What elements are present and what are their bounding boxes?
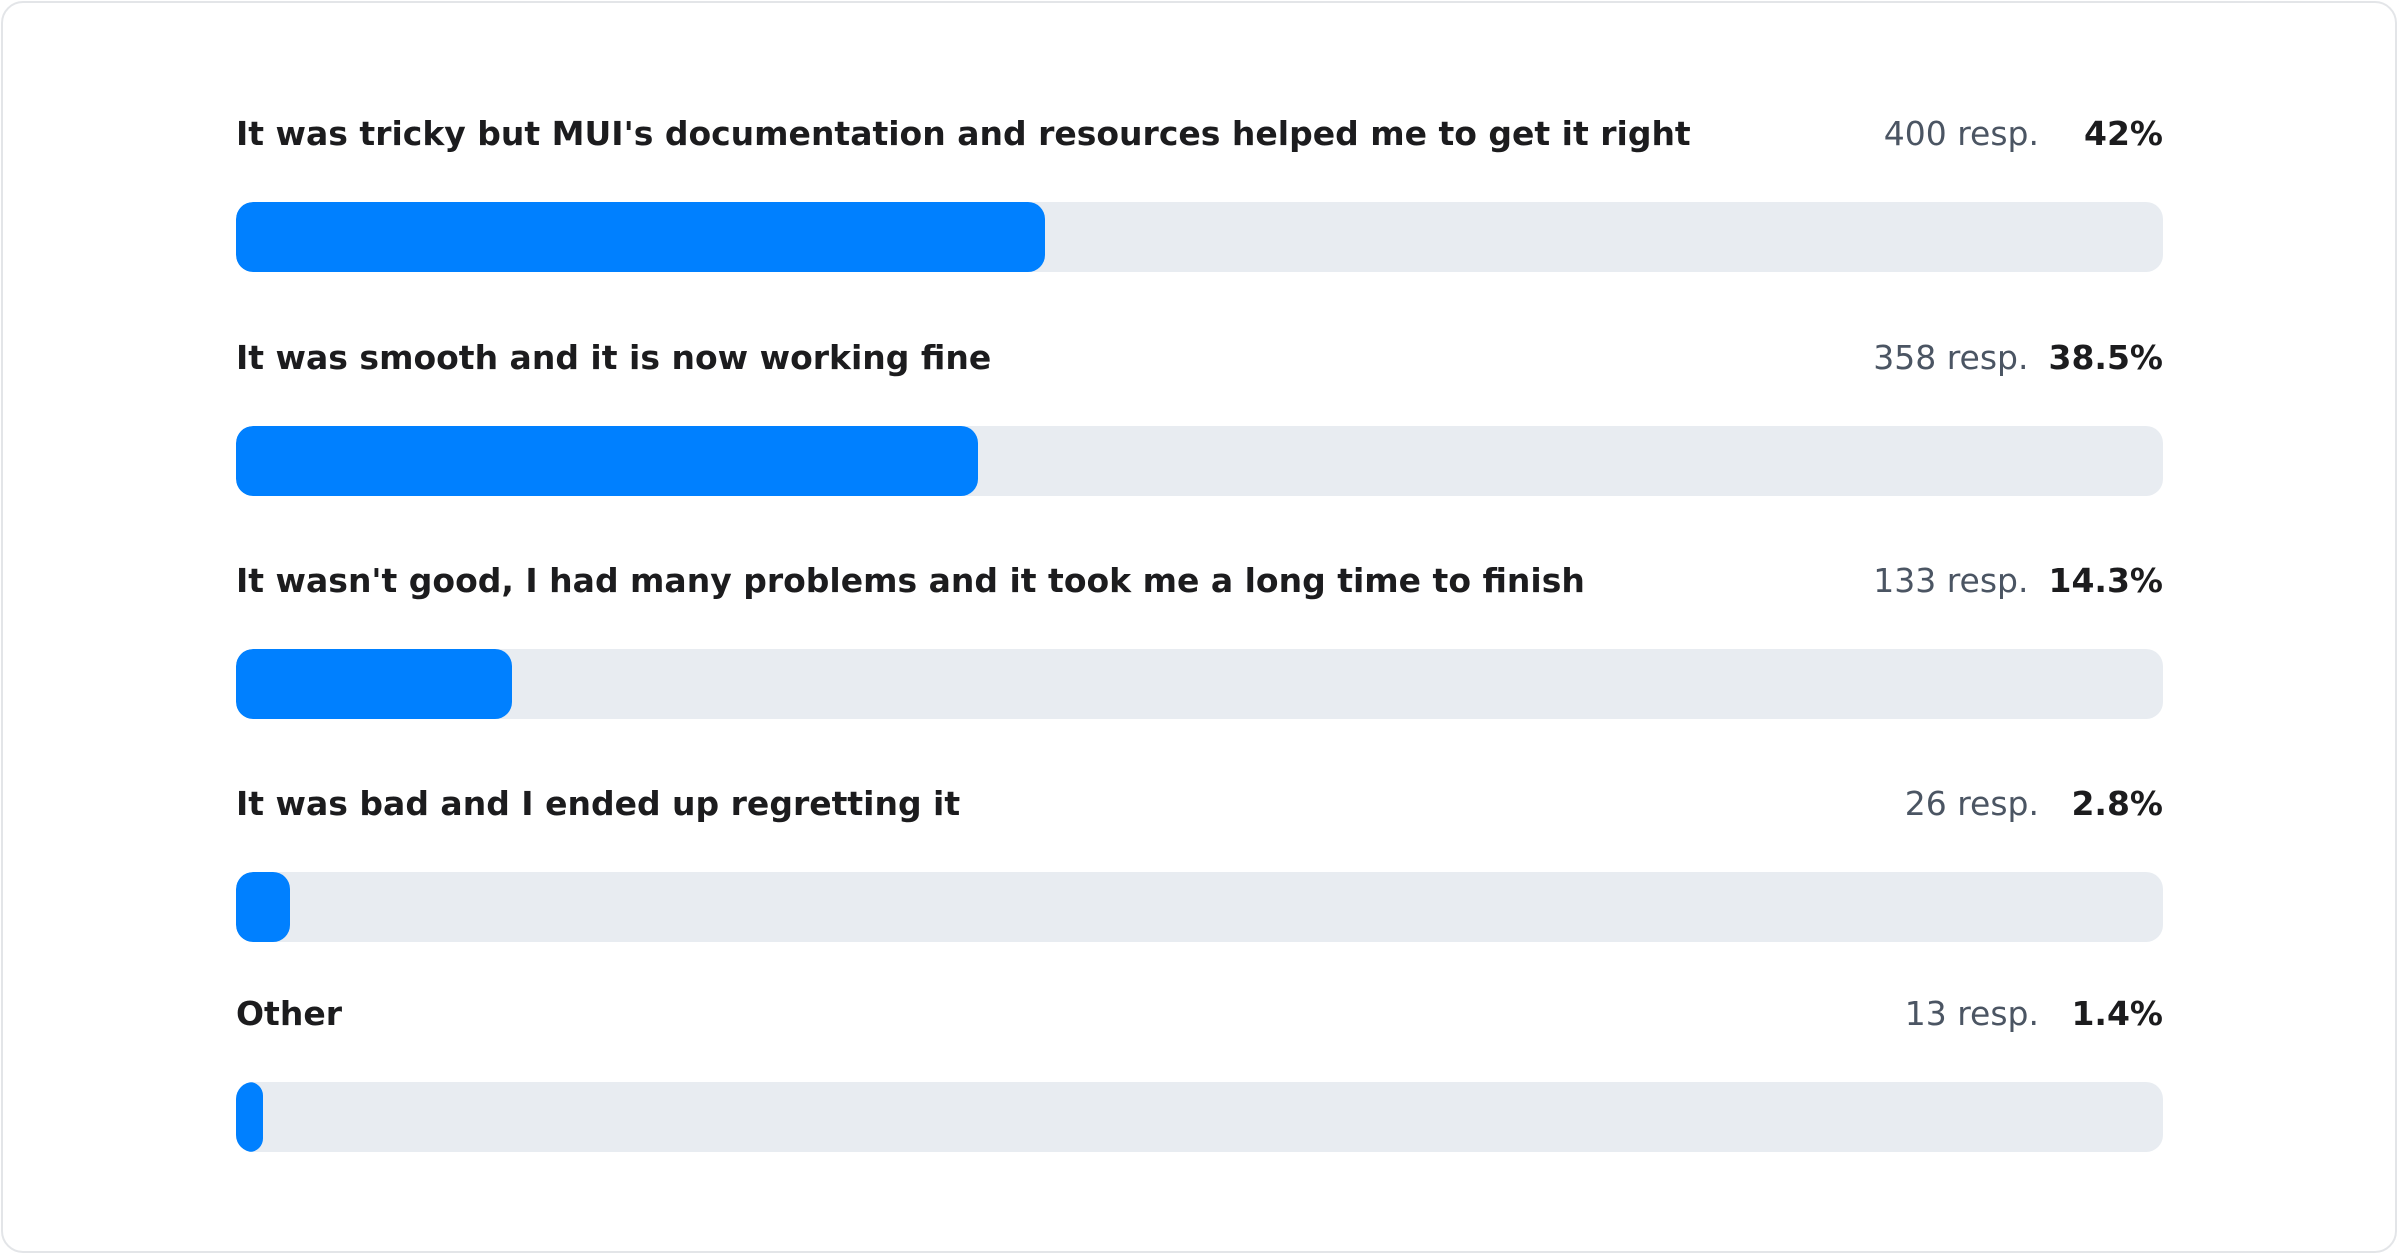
response-count: 133 resp. bbox=[1873, 560, 2029, 600]
progress-track bbox=[236, 1082, 2163, 1152]
result-row: It was smooth and it is now working fine… bbox=[236, 332, 2163, 496]
row-header: Other 13 resp. 1.4% bbox=[236, 988, 2163, 1038]
progress-track bbox=[236, 202, 2163, 272]
progress-track bbox=[236, 649, 2163, 719]
response-count: 400 resp. bbox=[1883, 113, 2039, 153]
response-count: 13 resp. bbox=[1904, 993, 2039, 1033]
row-header: It was tricky but MUI's documentation an… bbox=[236, 108, 2163, 158]
percentage: 38.5% bbox=[2048, 337, 2164, 377]
row-header: It wasn't good, I had many problems and … bbox=[236, 555, 2163, 605]
progress-bar bbox=[236, 426, 978, 496]
option-label: It was tricky but MUI's documentation an… bbox=[236, 113, 1691, 153]
percentage: 42% bbox=[2084, 113, 2163, 153]
progress-track bbox=[236, 872, 2163, 942]
progress-bar bbox=[236, 1082, 263, 1152]
row-header: It was smooth and it is now working fine… bbox=[236, 332, 2163, 382]
option-label: It was smooth and it is now working fine bbox=[236, 337, 992, 377]
progress-track bbox=[236, 426, 2163, 496]
response-count: 358 resp. bbox=[1873, 337, 2029, 377]
option-label: It wasn't good, I had many problems and … bbox=[236, 560, 1585, 600]
result-row: It was bad and I ended up regretting it … bbox=[236, 778, 2163, 942]
progress-bar bbox=[236, 202, 1046, 272]
progress-bar bbox=[236, 649, 512, 719]
percentage: 2.8% bbox=[2071, 783, 2163, 823]
option-label: Other bbox=[236, 993, 342, 1033]
option-label: It was bad and I ended up regretting it bbox=[236, 783, 961, 823]
percentage: 14.3% bbox=[2048, 560, 2164, 600]
result-row: It wasn't good, I had many problems and … bbox=[236, 555, 2163, 719]
progress-bar bbox=[236, 872, 290, 942]
result-row: Other 13 resp. 1.4% bbox=[236, 988, 2163, 1152]
result-row: It was tricky but MUI's documentation an… bbox=[236, 108, 2163, 272]
percentage: 1.4% bbox=[2071, 993, 2163, 1033]
response-count: 26 resp. bbox=[1904, 783, 2039, 823]
row-header: It was bad and I ended up regretting it … bbox=[236, 778, 2163, 828]
